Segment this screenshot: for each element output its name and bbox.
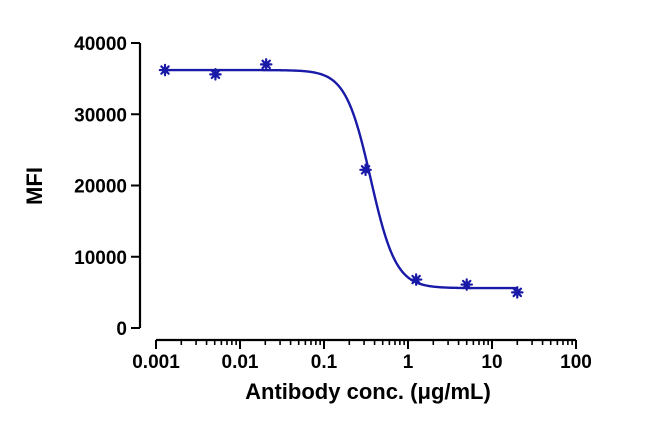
y-tick-label: 20000 [74, 177, 127, 198]
axis-labels: MFI Antibody conc. (μg/mL) [22, 167, 491, 404]
x-tick-label: 1 [403, 352, 414, 373]
x-tick-label: 100 [560, 352, 592, 373]
data-point [259, 58, 273, 71]
data-point [359, 163, 372, 177]
fit-curve [165, 68, 518, 290]
y-tick-label: 40000 [74, 34, 127, 55]
data-point [209, 68, 222, 81]
x-tick-label: 0.01 [222, 352, 259, 373]
data-points [158, 58, 524, 299]
axes: 0 10000 20000 30000 40000 0.001 0.01 0.1 1 10 100 [74, 34, 592, 373]
y-tick-label: 0 [116, 319, 127, 340]
x-tick-label: 10 [481, 352, 502, 373]
y-tick-label: 30000 [74, 105, 127, 126]
data-point [409, 273, 423, 286]
x-axis-label: Antibody conc. (μg/mL) [245, 379, 491, 404]
data-point [510, 286, 524, 299]
data-point [460, 278, 474, 291]
data-point [158, 63, 172, 77]
fit-curve-layer [165, 68, 518, 290]
y-axis-label: MFI [22, 167, 47, 205]
x-tick-label: 0.1 [311, 352, 338, 373]
x-tick-label: 0.001 [132, 352, 180, 373]
y-tick-label: 10000 [74, 248, 127, 269]
